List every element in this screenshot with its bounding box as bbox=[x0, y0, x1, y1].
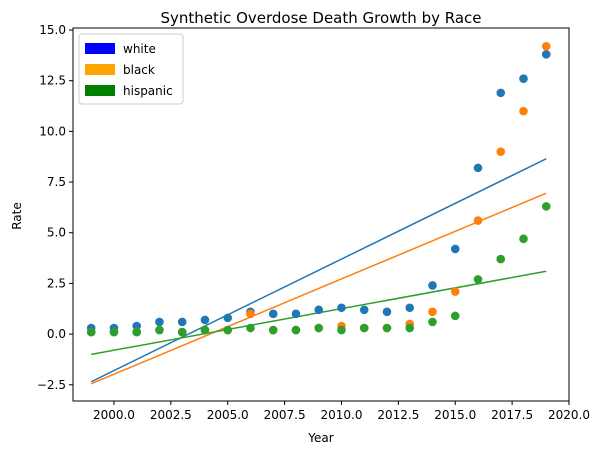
point-hispanic-2014 bbox=[428, 317, 437, 327]
point-white-2010 bbox=[337, 303, 346, 313]
y-tick-label: 10.0 bbox=[39, 124, 66, 138]
y-tick-label: 7.5 bbox=[47, 175, 66, 189]
point-white-2007 bbox=[268, 309, 278, 319]
point-hispanic-2007 bbox=[268, 325, 278, 335]
point-hispanic-2000 bbox=[109, 327, 119, 337]
point-hispanic-2016 bbox=[473, 275, 483, 284]
point-black-2017 bbox=[496, 147, 506, 156]
point-black-2015 bbox=[450, 287, 460, 296]
legend-swatch-white bbox=[85, 43, 115, 54]
point-black-2016 bbox=[473, 216, 483, 225]
x-tick-label: 2020.0 bbox=[548, 408, 590, 422]
point-white-2016 bbox=[473, 163, 483, 173]
chart-title: Synthetic Overdose Death Growth by Race bbox=[160, 9, 481, 27]
point-white-2008 bbox=[291, 309, 301, 319]
legend: white black hispanic bbox=[78, 33, 184, 105]
point-hispanic-2019 bbox=[541, 202, 551, 211]
y-tick-label: 12.5 bbox=[39, 74, 66, 88]
point-black-2014 bbox=[428, 307, 437, 317]
y-tick-label: 0.0 bbox=[47, 327, 66, 341]
point-hispanic-2009 bbox=[314, 323, 324, 333]
x-tick-label: 2002.5 bbox=[150, 408, 192, 422]
point-white-2003 bbox=[177, 317, 187, 327]
legend-label-white: white bbox=[123, 42, 156, 56]
point-hispanic-2001 bbox=[132, 327, 142, 337]
y-tick-label: 5.0 bbox=[47, 226, 66, 240]
point-white-2011 bbox=[359, 305, 369, 315]
point-white-2014 bbox=[428, 281, 437, 290]
point-hispanic-2008 bbox=[291, 325, 301, 335]
point-black-2018 bbox=[519, 106, 528, 116]
point-black-2019 bbox=[541, 41, 551, 51]
plot-area bbox=[86, 41, 551, 385]
trend-line-black bbox=[90, 192, 547, 385]
point-hispanic-2013 bbox=[405, 323, 415, 333]
point-white-2002 bbox=[155, 317, 164, 327]
point-white-2005 bbox=[223, 313, 233, 323]
y-tick-label: −2.5 bbox=[37, 378, 66, 392]
point-hispanic-2017 bbox=[496, 254, 506, 264]
point-hispanic-2011 bbox=[359, 323, 369, 333]
point-white-2017 bbox=[496, 88, 506, 98]
point-hispanic-2015 bbox=[450, 311, 460, 321]
legend-label-black: black bbox=[123, 63, 155, 77]
x-tick-label: 2012.5 bbox=[377, 408, 419, 422]
point-hispanic-2004 bbox=[200, 325, 210, 335]
x-tick-label: 2005.0 bbox=[207, 408, 249, 422]
legend-label-hispanic: hispanic bbox=[123, 84, 173, 98]
point-hispanic-2003 bbox=[177, 327, 187, 337]
legend-swatch-hispanic bbox=[85, 85, 115, 96]
point-hispanic-2010 bbox=[337, 325, 346, 335]
y-tick-label: 2.5 bbox=[47, 276, 66, 290]
point-white-2012 bbox=[382, 307, 392, 317]
plot-frame bbox=[72, 27, 570, 402]
axes: 2000.0 2002.5 2005.0 2007.5 2010.0 2012.5 2015… bbox=[37, 23, 590, 422]
x-axis-label: Year bbox=[307, 431, 333, 445]
point-black-2006 bbox=[246, 309, 255, 319]
y-axis-label: Rate bbox=[10, 202, 24, 230]
x-tick-label: 2007.5 bbox=[264, 408, 306, 422]
point-hispanic-2018 bbox=[519, 234, 528, 244]
point-white-2001 bbox=[132, 321, 142, 331]
point-hispanic-1999 bbox=[86, 327, 96, 337]
x-tick-label: 2000.0 bbox=[93, 408, 135, 422]
point-hispanic-2005 bbox=[223, 325, 233, 335]
x-tick-label: 2010.0 bbox=[320, 408, 362, 422]
trend-line-white bbox=[90, 158, 547, 383]
point-white-2004 bbox=[200, 315, 210, 325]
y-tick-label: 15.0 bbox=[39, 23, 66, 37]
point-white-2009 bbox=[314, 305, 324, 315]
point-hispanic-2002 bbox=[155, 325, 164, 335]
point-hispanic-2012 bbox=[382, 323, 392, 333]
point-white-2019 bbox=[541, 50, 551, 59]
point-white-2018 bbox=[519, 74, 528, 83]
x-tick-label: 2015.0 bbox=[434, 408, 476, 422]
legend-swatch-black bbox=[85, 64, 115, 75]
point-hispanic-2006 bbox=[246, 323, 255, 333]
point-white-2013 bbox=[405, 303, 415, 313]
point-white-2015 bbox=[450, 244, 460, 254]
x-tick-label: 2017.5 bbox=[491, 408, 533, 422]
